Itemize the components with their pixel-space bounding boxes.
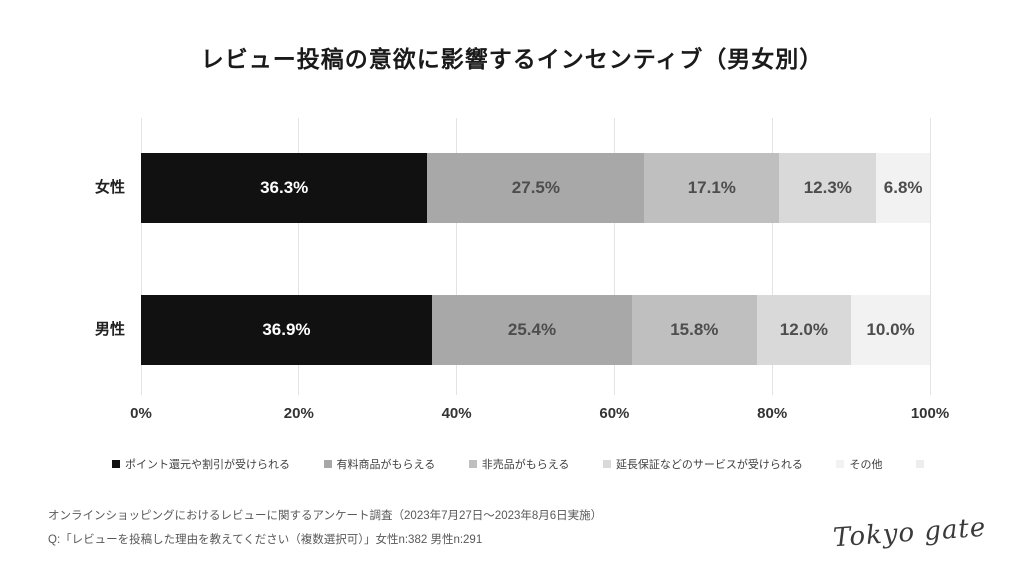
legend-label: ポイント還元や割引が受けられる (125, 459, 290, 471)
gridline (298, 118, 300, 395)
legend-marker-icon (323, 460, 332, 468)
bar-segment: 36.9% (141, 295, 432, 365)
x-axis-tick-label: 0% (130, 405, 152, 422)
legend-item: 有料商品がもらえる (323, 456, 436, 472)
legend-item: 非売品がもらえる (468, 456, 570, 472)
bar-segment: 10.0% (851, 295, 930, 365)
gridline (613, 118, 615, 395)
legend: ポイント還元や割引が受けられる 有料商品がもらえる 非売品がもらえる 延長保証などのサ… (112, 456, 924, 472)
logo-text: Tokyo gate (831, 512, 987, 554)
legend-label: 延長保証などのサービスが受けられる (615, 459, 803, 471)
legend-item (916, 460, 924, 468)
legend-item: ポイント還元や割引が受けられる (112, 456, 290, 472)
gridline (929, 118, 931, 395)
legend-label: 非売品がもらえる (481, 459, 570, 471)
x-axis: 0% 20% 40% 60% 80% 100% (130, 405, 949, 425)
legend-marker-icon (468, 460, 477, 468)
bar-segment: 17.1% (644, 153, 780, 223)
bar-segment: 12.3% (779, 153, 877, 223)
legend-item: 延長保証などのサービスが受けられる (602, 456, 803, 472)
footer-survey-note: オンラインショッピングにおけるレビューに関するアンケート調査（2023年7月27… (48, 510, 603, 522)
footer-question-note: Q:「レビューを投稿した理由を教えてください（複数選択可）」女性n:382 男性… (48, 534, 483, 546)
legend-marker-icon (602, 460, 611, 468)
plot-area: 女性 36.3% 27.5% 17.1% 12.3% 6.8% 男性 36.9% 25.4% 15… (95, 118, 931, 395)
legend-marker-icon (836, 460, 845, 468)
bar-row: 36.9% 25.4% 15.8% 12.0% 10.0% (141, 295, 930, 365)
x-axis-tick-label: 100% (910, 405, 950, 422)
gridline (456, 118, 458, 395)
x-axis-tick-label: 20% (283, 405, 314, 422)
footer: オンラインショッピングにおけるレビューに関するアンケート調査（2023年7月27… (48, 504, 602, 552)
category-label: 男性 (94, 321, 125, 338)
bar-row: 36.3% 27.5% 17.1% 12.3% 6.8% (141, 153, 930, 223)
bar-segment: 36.3% (141, 153, 428, 223)
legend-marker-icon (916, 460, 924, 468)
bar-segment: 15.8% (632, 295, 757, 365)
legend-label: 有料商品がもらえる (336, 459, 436, 471)
x-axis-tick-label: 60% (599, 405, 630, 422)
category-label: 女性 (94, 179, 125, 196)
bar-segment: 12.0% (756, 295, 852, 365)
x-axis-tick-label: 80% (757, 405, 788, 422)
gridline (140, 118, 142, 395)
gridline (771, 118, 773, 395)
bar-segment: 27.5% (427, 153, 645, 223)
legend-item: その他 (836, 456, 882, 472)
bar-segment: 25.4% (431, 295, 633, 365)
x-axis-tick-label: 40% (441, 405, 472, 422)
chart-title: レビュー投稿の意欲に影響するインセンティブ（男女別） (200, 46, 824, 72)
bar-segment: 6.8% (876, 153, 930, 223)
legend-marker-icon (112, 460, 120, 468)
legend-label: その他 (849, 459, 883, 471)
